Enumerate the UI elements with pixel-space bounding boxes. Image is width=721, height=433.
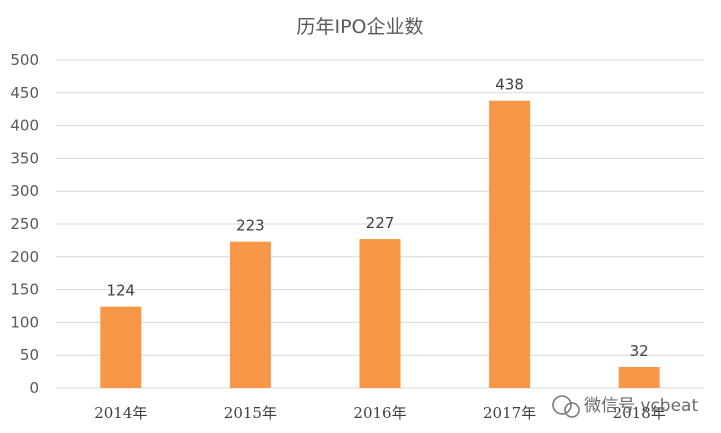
wechat-icon <box>552 395 580 418</box>
x-tick-label: 2014年 <box>94 404 147 422</box>
data-label: 124 <box>106 282 135 300</box>
x-axis-ticks: 2014年 2015年 2016年 2017年 2018年 <box>94 404 666 422</box>
y-tick-label: 500 <box>10 51 39 69</box>
y-tick-label: 350 <box>10 149 39 167</box>
chart-title: 历年IPO企业数 <box>296 16 423 38</box>
data-label: 438 <box>495 76 524 94</box>
bars <box>100 100 660 388</box>
watermark-text: 微信号 vcbeat <box>584 396 698 416</box>
bar <box>618 367 660 388</box>
y-tick-label: 300 <box>10 182 39 200</box>
x-tick-label: 2016年 <box>353 404 406 422</box>
bar <box>100 306 142 388</box>
y-tick-label: 150 <box>10 281 39 299</box>
data-labels: 124 223 227 438 32 <box>106 76 648 360</box>
data-label: 223 <box>236 217 265 235</box>
y-tick-label: 50 <box>20 346 39 364</box>
x-tick-label: 2015年 <box>224 404 277 422</box>
y-tick-label: 0 <box>29 379 39 397</box>
watermark: 微信号 vcbeat <box>552 395 698 418</box>
y-tick-label: 400 <box>10 117 39 135</box>
y-tick-label: 250 <box>10 215 39 233</box>
bar <box>359 239 401 388</box>
data-label: 227 <box>366 214 395 232</box>
bar <box>489 100 531 388</box>
x-tick-label: 2018年 <box>613 404 666 422</box>
y-tick-label: 450 <box>10 84 39 102</box>
x-tick-label: 2017年 <box>483 404 536 422</box>
y-tick-label: 100 <box>10 313 39 331</box>
y-tick-label: 200 <box>10 248 39 266</box>
data-label: 32 <box>630 342 649 360</box>
bar <box>229 241 271 388</box>
y-axis-ticks: 0 50 100 150 200 250 300 350 400 450 500 <box>10 51 39 397</box>
